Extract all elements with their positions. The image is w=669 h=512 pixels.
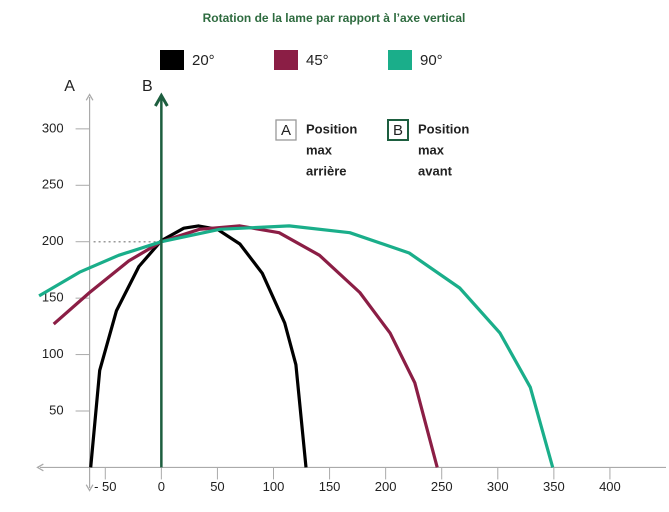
series-line	[89, 224, 308, 468]
axis-label: B	[142, 78, 153, 95]
y-tick-label: 250	[42, 177, 64, 192]
annotation-letter: A	[281, 122, 291, 139]
series-line	[38, 224, 555, 468]
annotation-box	[275, 119, 297, 141]
x-tick-label: 250	[431, 479, 453, 494]
annotation-text: max	[418, 142, 445, 157]
y-tick-label: 100	[42, 346, 64, 361]
x-tick-label: 100	[263, 479, 285, 494]
x-tick-label: 0	[158, 479, 165, 494]
x-tick-label: - 50	[94, 479, 116, 494]
x-tick-label: 200	[375, 479, 397, 494]
legend-label: 20°	[192, 52, 215, 69]
x-tick-label: 350	[543, 479, 565, 494]
chart-title: Rotation de la lame par rapport à l’axe …	[203, 11, 466, 25]
x-tick-label: 50	[210, 479, 224, 494]
x-tick-label: 300	[487, 479, 509, 494]
y-tick-label: 200	[42, 233, 64, 248]
x-tick-label: 400	[599, 479, 621, 494]
annotation-text: Position	[418, 121, 469, 136]
x-tick-label: 150	[319, 479, 341, 494]
annotation-text: arrière	[306, 163, 346, 178]
y-tick-label: 50	[49, 402, 63, 417]
series-line	[52, 224, 439, 468]
legend-label: 90°	[420, 52, 443, 69]
axis-label: A	[64, 78, 75, 95]
annotation-text: max	[306, 142, 333, 157]
annotation-letter: B	[393, 122, 403, 139]
legend-swatch	[274, 50, 298, 70]
annotation-text: Position	[306, 121, 357, 136]
legend-swatch	[160, 50, 184, 70]
y-tick-label: 300	[42, 120, 64, 135]
annotation-box	[387, 119, 409, 141]
legend-swatch	[388, 50, 412, 70]
annotation-text: avant	[418, 163, 453, 178]
legend-label: 45°	[306, 52, 329, 69]
y-tick-label: 150	[42, 290, 64, 305]
